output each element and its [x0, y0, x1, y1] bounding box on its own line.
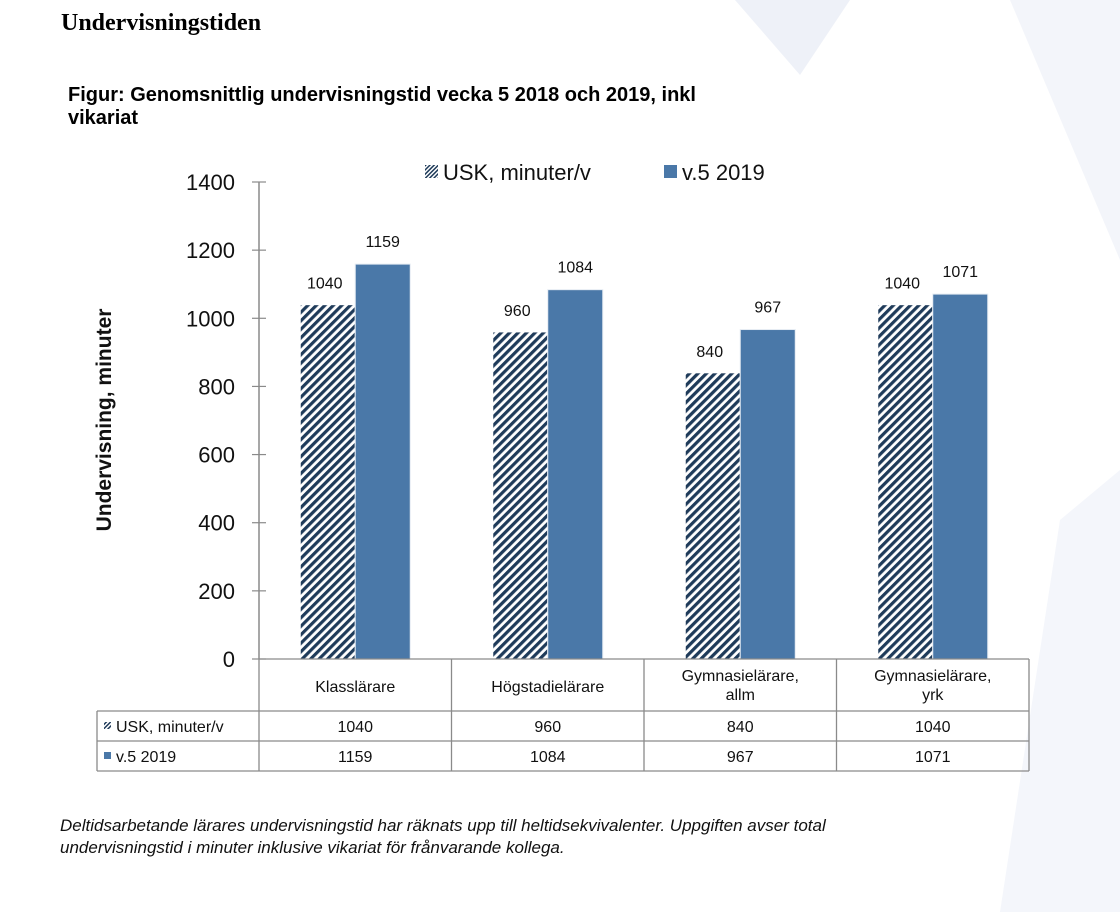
y-tick-label: 600: [198, 443, 235, 468]
bar-v5-2019: [739, 329, 796, 660]
legend-label-v5-2019: v.5 2019: [682, 160, 765, 185]
legend-swatch-usk: [425, 165, 438, 178]
figure-title-line-2: vikariat: [68, 107, 139, 129]
table-swatch-usk: [104, 722, 111, 729]
bar-value-label: 1071: [942, 264, 978, 281]
category-label: allm: [726, 687, 755, 704]
table-cell-value: 1040: [915, 719, 951, 736]
y-tick-label: 1400: [186, 170, 235, 195]
bar-chart: USK, minuter/v v.5 2019 0 200 400 600 800 1000…: [93, 160, 1030, 772]
bars: 1040 1159 960 1084 840 967 1040 1071: [299, 234, 989, 660]
bar-value-label: 1159: [366, 234, 401, 251]
table-cell-value: 1040: [337, 719, 373, 736]
table-swatch-v5-2019: [104, 752, 111, 759]
bar-value-label: 1040: [307, 276, 343, 293]
footnote: Deltidsarbetande lärares undervisningsti…: [60, 815, 1100, 859]
table-cell-value: 1159: [338, 749, 373, 766]
section-heading: Undervisningstiden: [61, 10, 262, 36]
y-tick-label: 200: [198, 579, 235, 604]
bar-value-label: 840: [696, 344, 723, 361]
figure-title-line-1: Figur: Genomsnittlig undervisningstid ve…: [68, 84, 696, 106]
bar-usk: [492, 331, 549, 660]
bar-value-label: 967: [754, 300, 781, 317]
y-axis: 0 200 400 600 800 1000 1200 1400 Undervisning, m…: [93, 170, 266, 672]
table-cell-value: 1071: [915, 749, 951, 766]
legend-swatch-v5-2019: [664, 165, 677, 178]
y-tick-label: 800: [198, 374, 235, 399]
legend-label-usk: USK, minuter/v: [443, 160, 591, 185]
table-cell-value: 967: [727, 749, 754, 766]
y-tick-label: 1000: [186, 306, 235, 331]
category-label: Högstadielärare: [491, 679, 604, 696]
footnote-line-2: undervisningstid i minuter inklusive vik…: [60, 838, 565, 857]
table-row-label: v.5 2019: [116, 749, 176, 766]
category-label: Gymnasielärare,: [682, 668, 799, 685]
bar-v5-2019: [354, 263, 411, 660]
bar-value-label: 1084: [557, 260, 593, 277]
table-cell-value: 1084: [530, 749, 566, 766]
category-label: Klasslärare: [315, 679, 395, 696]
table-row-label: USK, minuter/v: [116, 719, 224, 736]
y-axis-title: Undervisning, minuter: [93, 309, 116, 532]
bar-v5-2019: [932, 293, 989, 660]
bar-usk: [877, 304, 934, 660]
figure-title: Figur: Genomsnittlig undervisningstid ve…: [68, 84, 868, 130]
bar-value-label: 1040: [884, 276, 920, 293]
bar-usk: [299, 304, 356, 660]
legend: USK, minuter/v v.5 2019: [425, 160, 765, 185]
y-tick-label: 400: [198, 511, 235, 536]
bar-usk: [684, 372, 741, 660]
category-label: Gymnasielärare,: [874, 668, 991, 685]
category-label: yrk: [922, 687, 944, 704]
table-cell-value: 960: [534, 719, 561, 736]
footnote-line-1: Deltidsarbetande lärares undervisningsti…: [60, 816, 826, 835]
table-cell-value: 840: [727, 719, 754, 736]
y-tick-label: 0: [223, 647, 235, 672]
data-table: Klasslärare Högstadielärare Gymnasielärare…: [96, 658, 1030, 772]
y-tick-label: 1200: [186, 238, 235, 263]
bar-value-label: 960: [504, 303, 531, 320]
bar-v5-2019: [547, 289, 604, 660]
